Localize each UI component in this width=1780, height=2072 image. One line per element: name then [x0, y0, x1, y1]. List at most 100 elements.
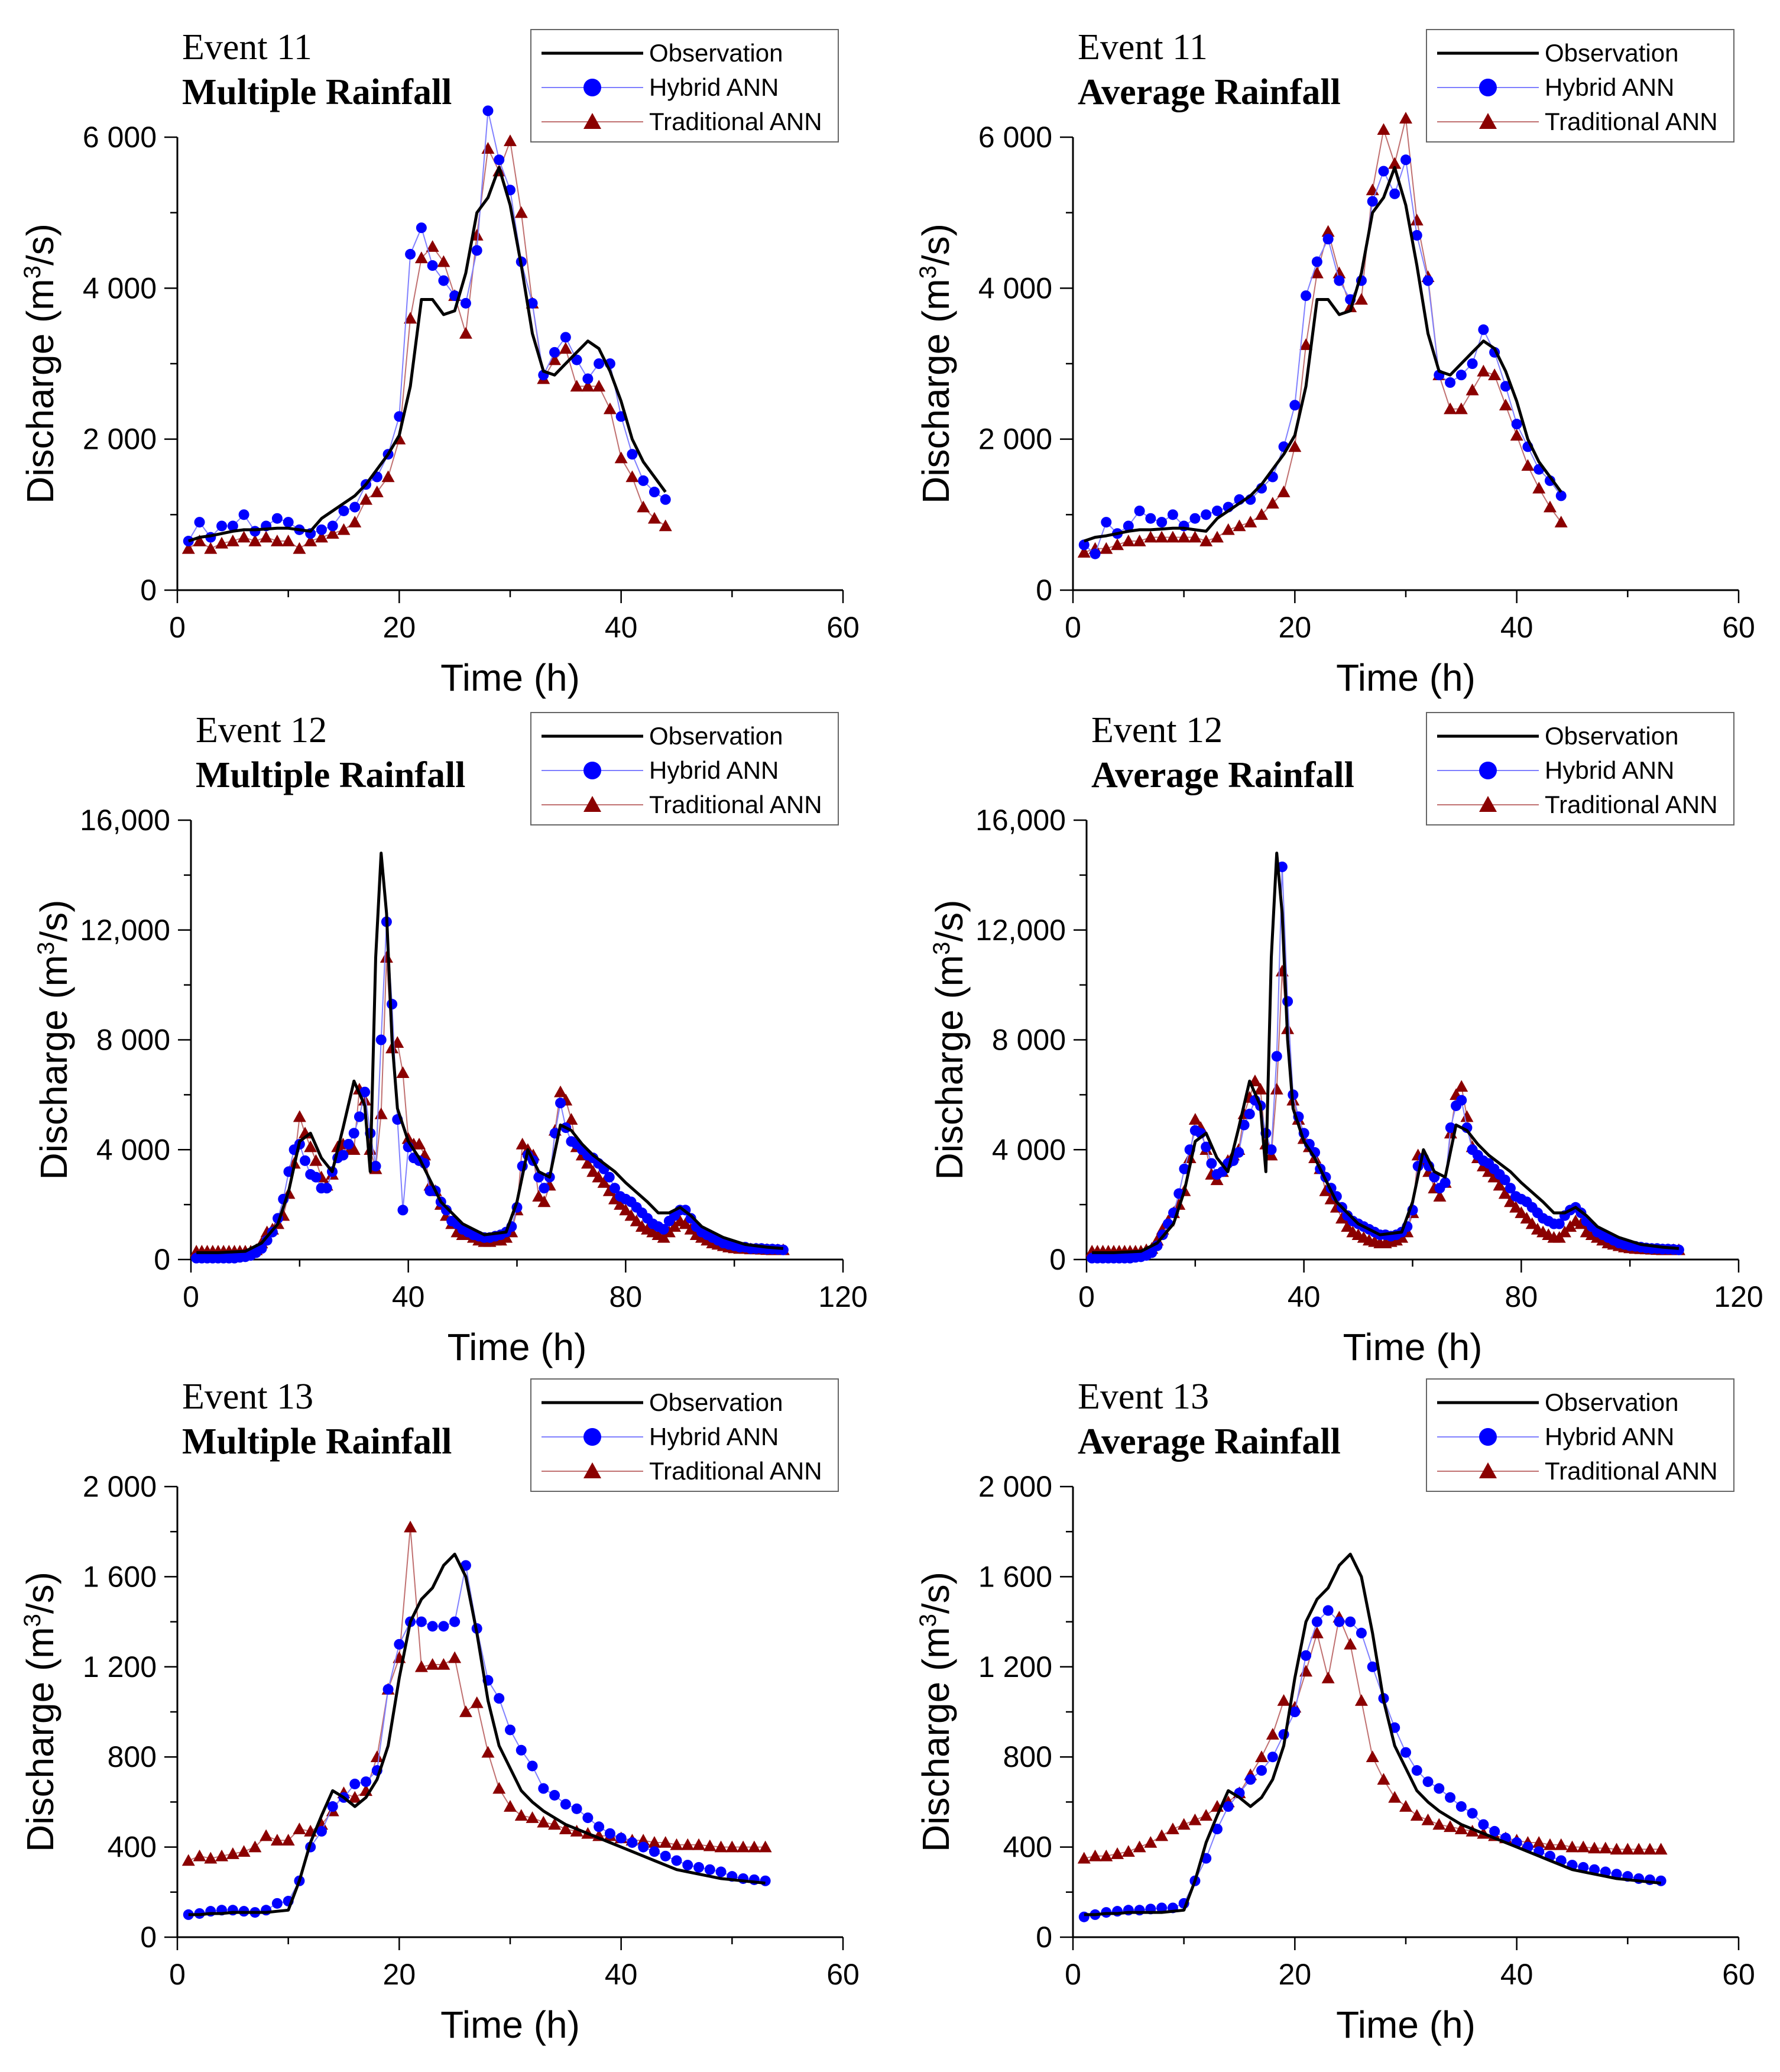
y-tick-label: 400: [1003, 1831, 1052, 1864]
y-tick-label: 8 000: [96, 1024, 170, 1057]
series-line-observation: [1083, 166, 1562, 543]
traditional-ann-point: [1255, 1750, 1269, 1762]
traditional-ann-point: [1525, 1217, 1539, 1229]
series-line-traditional-ann: [1084, 118, 1562, 553]
traditional-ann-point: [1532, 1835, 1546, 1848]
series-line-observation: [187, 166, 667, 543]
chart-title: Average Rainfall: [1078, 1422, 1341, 1462]
traditional-ann-point: [1299, 338, 1313, 350]
x-tick-label: 60: [1722, 611, 1755, 644]
series-line-observation: [1092, 852, 1680, 1254]
traditional-ann-point: [614, 451, 628, 464]
x-tick-label: 20: [383, 611, 416, 644]
traditional-ann-point: [526, 1811, 539, 1823]
hybrid-ann-point: [382, 1684, 394, 1695]
chart-panel: 0 20 40 60 0 2 000 4 000 6 000 Time (h) Discharge…: [915, 27, 1755, 699]
hybrid-ann-point: [693, 1861, 705, 1873]
y-tick-label: 0: [154, 1243, 170, 1276]
x-axis-label: Time (h): [1336, 2003, 1476, 2046]
hybrid-ann-point: [327, 1801, 338, 1812]
hybrid-ann-point: [1367, 1661, 1378, 1672]
legend-label-observation: Observation: [649, 39, 783, 67]
traditional-ann-point: [304, 535, 317, 546]
y-tick-label: 4 000: [83, 271, 157, 305]
traditional-ann-point: [1188, 530, 1202, 543]
traditional-ann-point: [270, 1834, 284, 1846]
x-tick-label: 0: [169, 611, 186, 644]
x-tick-label: 80: [609, 1280, 643, 1313]
traditional-ann-point: [1509, 1200, 1523, 1213]
legend-label-traditional: Traditional ANN: [649, 1457, 822, 1485]
hybrid-ann-point: [1223, 1801, 1234, 1812]
traditional-ann-point: [337, 523, 351, 535]
hybrid-ann-point: [348, 1128, 359, 1139]
hybrid-ann-point: [1301, 1650, 1312, 1661]
traditional-ann-point: [684, 1222, 698, 1235]
x-tick-label: 60: [826, 1958, 860, 1991]
traditional-ann-point: [1310, 1626, 1324, 1639]
hybrid-ann-point: [375, 1034, 387, 1045]
traditional-ann-point: [758, 1840, 772, 1853]
traditional-ann-point: [1498, 1187, 1512, 1199]
x-axis-label: Time (h): [1336, 656, 1476, 699]
hybrid-ann-point: [1500, 381, 1511, 392]
hybrid-ann-point: [283, 517, 294, 528]
traditional-ann-point: [1088, 1849, 1102, 1861]
traditional-ann-point: [1288, 440, 1302, 452]
traditional-ann-point: [1177, 1818, 1191, 1830]
traditional-ann-point: [1100, 542, 1113, 554]
traditional-ann-point: [1321, 1671, 1335, 1684]
traditional-ann-point: [215, 536, 229, 549]
chart-title: Average Rainfall: [1091, 755, 1354, 795]
traditional-ann-point: [515, 1137, 529, 1150]
hybrid-ann-point: [549, 1789, 560, 1801]
traditional-ann-point: [248, 1840, 262, 1853]
traditional-ann-point: [1335, 1212, 1349, 1224]
traditional-ann-point: [309, 1154, 323, 1166]
legend-swatch-traditional-marker: [1479, 113, 1497, 129]
traditional-ann-point: [1111, 1847, 1124, 1859]
hybrid-ann-point: [194, 517, 205, 528]
chart-title: Multiple Rainfall: [182, 72, 452, 112]
x-tick-label: 60: [1722, 1958, 1755, 1991]
series-line-observation: [188, 1552, 766, 1916]
hybrid-ann-point: [1090, 548, 1101, 559]
hybrid-ann-point: [482, 105, 494, 116]
traditional-ann-point: [570, 380, 583, 392]
hybrid-ann-point: [300, 1155, 311, 1166]
hybrid-ann-point: [441, 1205, 452, 1216]
legend-label-traditional: Traditional ANN: [1545, 791, 1718, 818]
traditional-ann-point: [348, 1791, 362, 1803]
traditional-ann-point: [1444, 1820, 1457, 1833]
y-axis-label: Discharge (m3/s): [915, 1572, 957, 1852]
hybrid-ann-point: [582, 373, 594, 384]
traditional-ann-point: [1388, 157, 1402, 169]
hybrid-ann-point: [1655, 1875, 1666, 1886]
legend-swatch-traditional-marker: [583, 113, 601, 129]
legend-label-hybrid: Hybrid ANN: [649, 756, 779, 784]
event-label: Event 13: [182, 1377, 313, 1417]
hybrid-ann-point: [449, 1616, 461, 1627]
traditional-ann-point: [1121, 535, 1135, 546]
hybrid-ann-point: [354, 1111, 365, 1122]
traditional-ann-point: [1532, 481, 1546, 494]
traditional-ann-point: [281, 1834, 295, 1846]
hybrid-ann-point: [238, 509, 249, 520]
traditional-ann-point: [414, 1660, 428, 1672]
hybrid-ann-point: [777, 1244, 789, 1255]
traditional-ann-point: [1455, 1080, 1468, 1092]
traditional-ann-point: [315, 530, 328, 543]
hybrid-ann-point: [1078, 539, 1090, 551]
traditional-ann-point: [559, 1822, 572, 1834]
hybrid-ann-point: [627, 1837, 638, 1848]
x-tick-label: 120: [1714, 1280, 1763, 1313]
y-tick-label: 2 000: [83, 423, 157, 456]
hybrid-ann-point: [649, 1846, 660, 1857]
y-tick-label: 12,000: [975, 914, 1066, 947]
legend-label-hybrid: Hybrid ANN: [1545, 756, 1674, 784]
traditional-ann-point: [1421, 1813, 1435, 1825]
hybrid-ann-point: [715, 1866, 727, 1877]
traditional-ann-point: [1388, 1791, 1402, 1803]
hybrid-ann-point: [361, 1776, 372, 1788]
